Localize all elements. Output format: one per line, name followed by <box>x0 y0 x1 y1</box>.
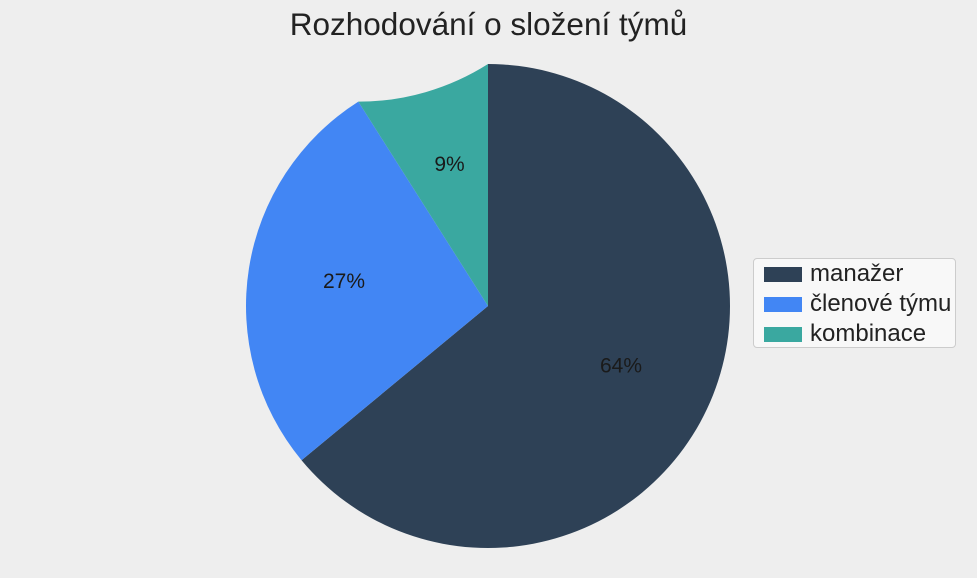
svg-text:64%: 64% <box>600 355 642 378</box>
svg-text:9%: 9% <box>434 153 464 176</box>
svg-text:27%: 27% <box>323 270 365 293</box>
